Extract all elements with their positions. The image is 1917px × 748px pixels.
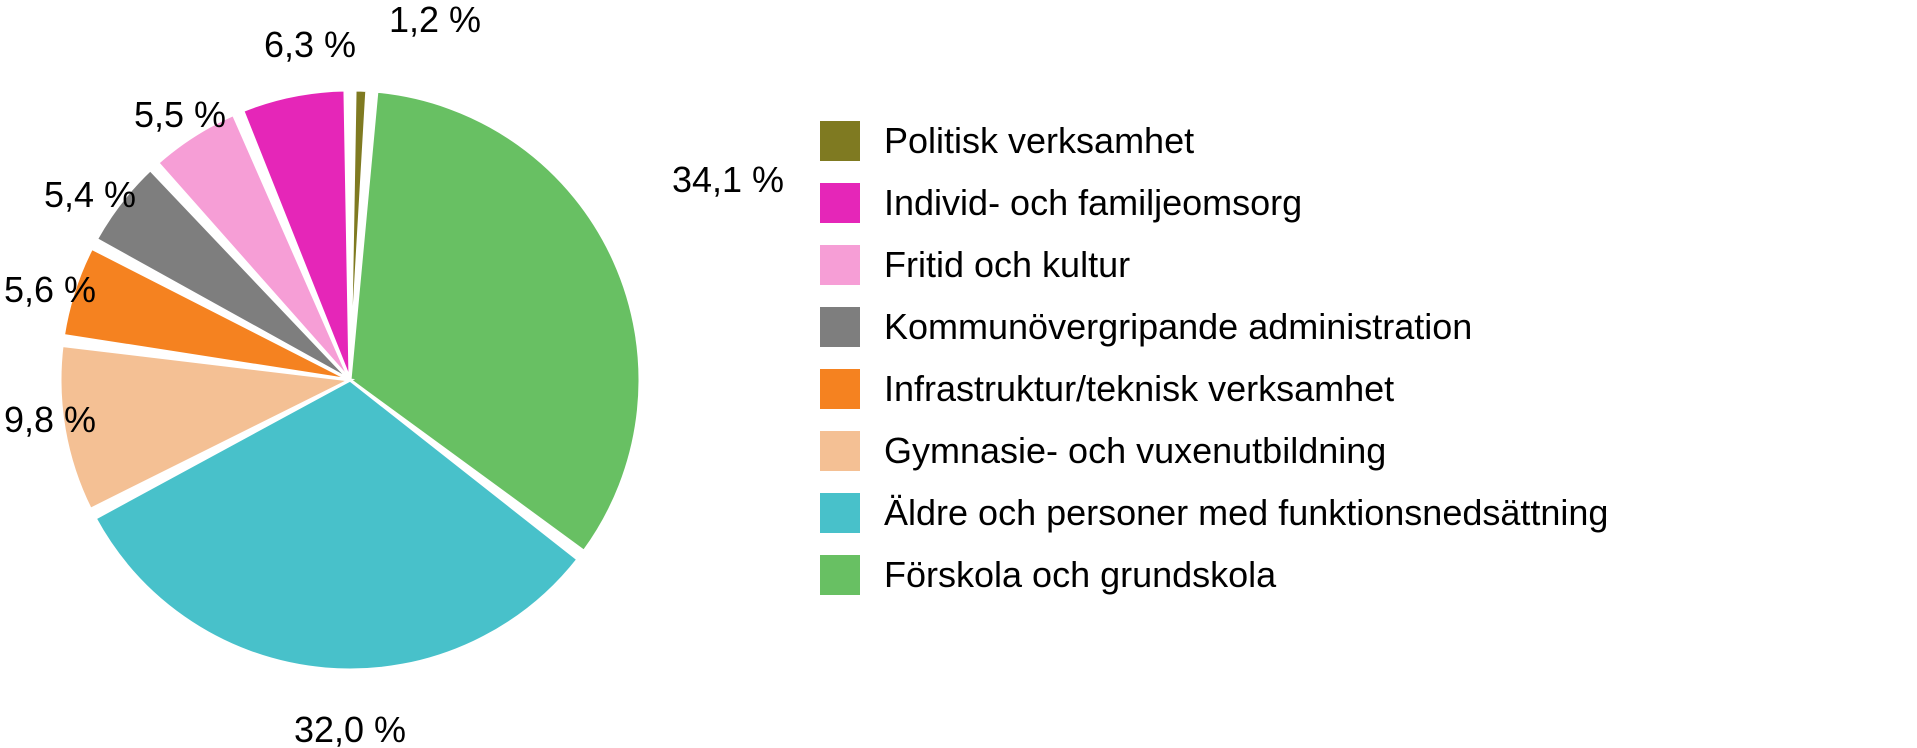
legend-swatch	[820, 555, 860, 595]
legend-label: Fritid och kultur	[884, 247, 1130, 283]
pie-chart-container: Politisk verksamhet Individ- och familjeo…	[0, 0, 1917, 748]
legend-swatch	[820, 307, 860, 347]
legend-item: Individ- och familjeomsorg	[820, 172, 1608, 234]
legend-label: Politisk verksamhet	[884, 123, 1194, 159]
legend-label: Individ- och familjeomsorg	[884, 185, 1302, 221]
slice-percent-label: 5,4 %	[44, 174, 136, 216]
slice-percent-label: 1,2 %	[389, 0, 481, 41]
slice-percent-label: 32,0 %	[294, 709, 406, 748]
legend-item: Äldre och personer med funktionsnedsättn…	[820, 482, 1608, 544]
legend-label: Förskola och grundskola	[884, 557, 1276, 593]
legend-item: Förskola och grundskola	[820, 544, 1608, 606]
legend-item: Infrastruktur/teknisk verksamhet	[820, 358, 1608, 420]
legend-item: Kommunövergripande administration	[820, 296, 1608, 358]
legend-label: Gymnasie- och vuxenutbildning	[884, 433, 1386, 469]
slice-percent-label: 9,8 %	[4, 399, 96, 441]
legend-item: Politisk verksamhet	[820, 110, 1608, 172]
slice-percent-label: 5,6 %	[4, 269, 96, 311]
legend-swatch	[820, 245, 860, 285]
legend-label: Kommunövergripande administration	[884, 309, 1472, 345]
legend-swatch	[820, 183, 860, 223]
legend-swatch	[820, 493, 860, 533]
slice-percent-label: 6,3 %	[264, 24, 356, 66]
legend-item: Fritid och kultur	[820, 234, 1608, 296]
legend-swatch	[820, 431, 860, 471]
legend: Politisk verksamhet Individ- och familjeo…	[820, 110, 1608, 606]
legend-label: Infrastruktur/teknisk verksamhet	[884, 371, 1394, 407]
slice-percent-label: 34,1 %	[672, 159, 784, 201]
slice-percent-label: 5,5 %	[134, 94, 226, 136]
legend-swatch	[820, 121, 860, 161]
legend-swatch	[820, 369, 860, 409]
legend-item: Gymnasie- och vuxenutbildning	[820, 420, 1608, 482]
legend-label: Äldre och personer med funktionsnedsättn…	[884, 495, 1608, 531]
